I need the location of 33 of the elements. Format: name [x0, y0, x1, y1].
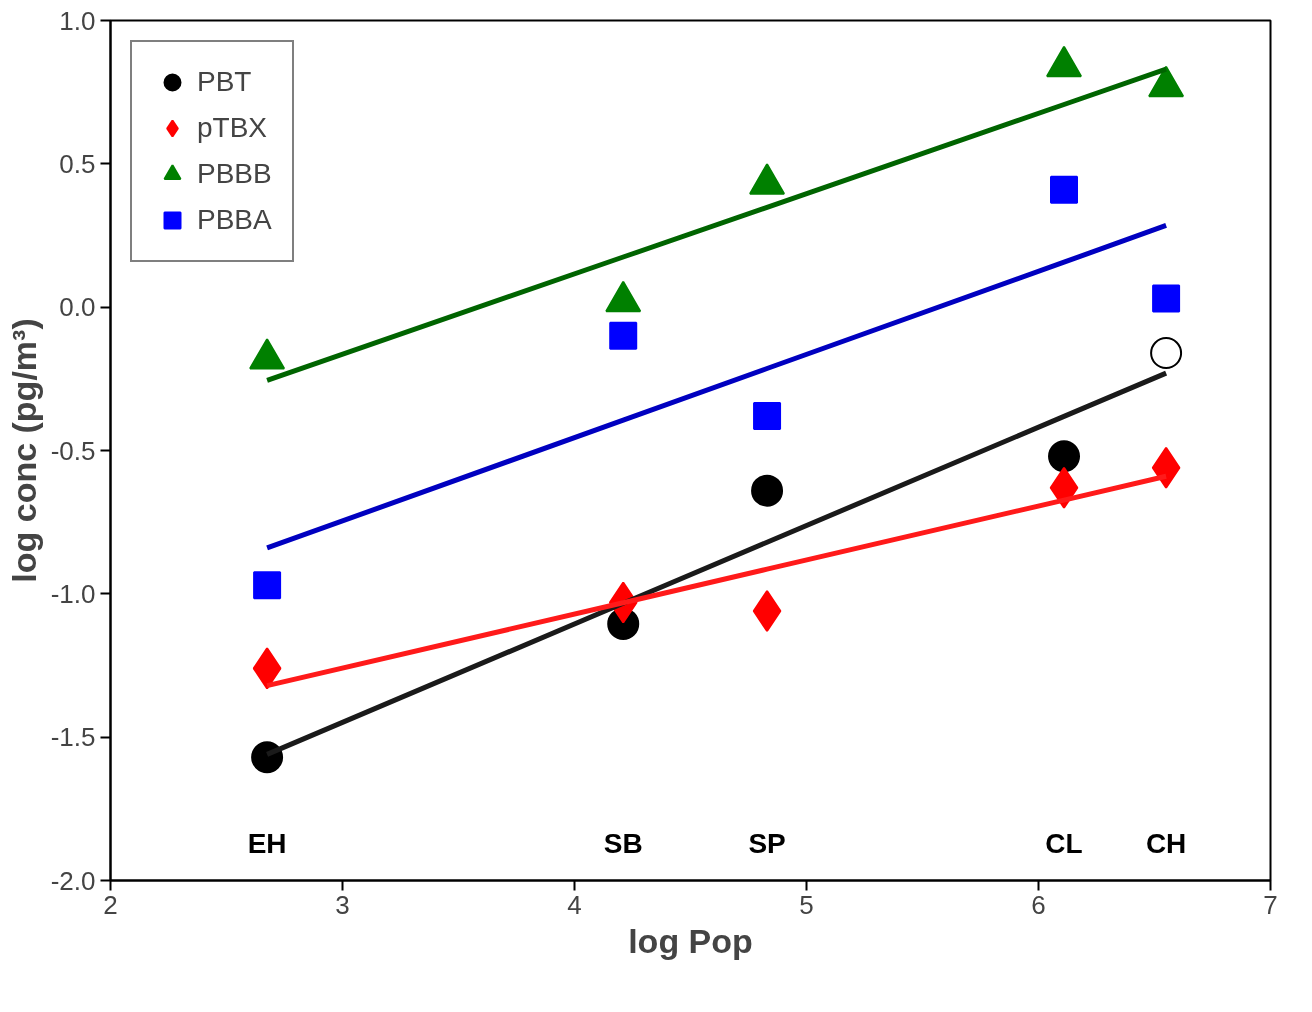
y-tick-label: -2.0 — [50, 865, 96, 896]
annotation: CL — [1045, 828, 1083, 860]
annotation: SP — [748, 828, 786, 860]
legend-label: PBBA — [197, 204, 272, 236]
point — [1048, 440, 1081, 473]
annotation: EH — [247, 828, 287, 860]
point — [753, 402, 782, 431]
y-axis-title: log conc (pg/m³) — [4, 318, 43, 583]
point — [1150, 337, 1183, 369]
point — [609, 321, 638, 350]
x-tick-label: 7 — [1263, 889, 1278, 920]
point — [1050, 175, 1079, 204]
x-axis-title: log Pop — [628, 921, 753, 960]
x-tick-label: 5 — [799, 889, 814, 920]
point — [1152, 284, 1181, 313]
annotation: SB — [603, 828, 643, 860]
legend-label: PBBB — [197, 158, 272, 190]
legend-label: pTBX — [197, 112, 268, 144]
x-tick-label: 3 — [335, 889, 350, 920]
x-tick-label: 4 — [567, 889, 582, 920]
x-tick-label: 6 — [1031, 889, 1046, 920]
y-tick-label: 0.0 — [59, 292, 96, 323]
point — [251, 741, 284, 774]
y-tick-label: -1.5 — [50, 722, 96, 753]
legend-label: PBT — [197, 66, 252, 98]
y-tick-label: 1.0 — [59, 5, 96, 36]
x-tick-label: 2 — [103, 889, 118, 920]
y-tick-label: -0.5 — [50, 435, 96, 466]
annotation: CH — [1145, 828, 1187, 860]
point — [253, 571, 282, 600]
y-tick-label: -1.0 — [50, 578, 96, 609]
y-tick-label: 0.5 — [59, 148, 96, 179]
point — [751, 474, 784, 507]
